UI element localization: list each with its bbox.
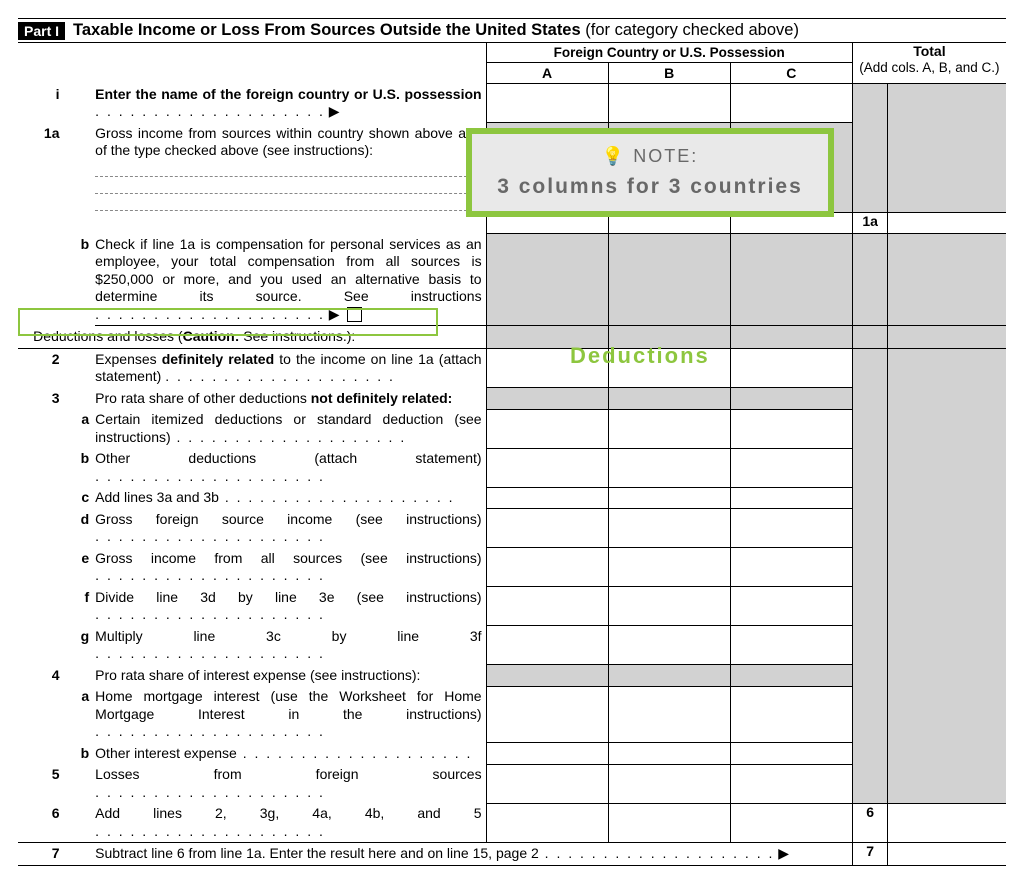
input-3b-C[interactable]	[730, 448, 852, 487]
annotation-note-box: 💡 NOTE: 3 columns for 3 countries	[466, 128, 834, 217]
col-c-header: C	[730, 63, 852, 84]
input-6-total[interactable]	[888, 803, 1006, 843]
input-6-B[interactable]	[608, 803, 730, 843]
header-foreign-country: Foreign Country or U.S. Possession	[486, 43, 852, 63]
input-3a-C[interactable]	[730, 409, 852, 448]
input-i-B[interactable]	[608, 84, 730, 123]
row-3e-desc: Gross income from all sources (see instr…	[95, 548, 486, 587]
row-3f-desc: Divide line 3d by line 3e (see instructi…	[95, 587, 486, 626]
input-3d-A[interactable]	[486, 509, 608, 548]
input-7-total[interactable]	[888, 843, 1006, 866]
row-b-desc: Check if line 1a is compensation for per…	[95, 234, 486, 326]
row-4a-label: a	[65, 686, 95, 743]
col-b-header: B	[608, 63, 730, 84]
part-title: Taxable Income or Loss From Sources Outs…	[73, 21, 799, 40]
input-3c-C[interactable]	[730, 487, 852, 509]
input-4a-C[interactable]	[730, 686, 852, 743]
input-3a-B[interactable]	[608, 409, 730, 448]
part-header: Part I Taxable Income or Loss From Sourc…	[18, 18, 1006, 43]
form-wrapper: Part I Taxable Income or Loss From Sourc…	[18, 18, 1006, 866]
row-3-desc: Pro rata share of other deductions not d…	[95, 388, 486, 410]
section-deductions-header: Deductions and losses (Caution: See inst…	[95, 326, 486, 349]
row-3b-label: b	[65, 448, 95, 487]
row-4-desc: Pro rata share of interest expense (see …	[95, 665, 486, 687]
input-6-C[interactable]	[730, 803, 852, 843]
row-1a-label: 1a	[18, 123, 65, 213]
row-i-desc: Enter the name of the foreign country or…	[95, 84, 486, 123]
input-6-A[interactable]	[486, 803, 608, 843]
input-1a-total[interactable]	[888, 213, 1006, 234]
part-badge: Part I	[18, 22, 65, 40]
row-b-label: b	[65, 234, 95, 326]
input-4a-B[interactable]	[608, 686, 730, 743]
input-4a-A[interactable]	[486, 686, 608, 743]
row-4a-desc: Home mortgage interest (use the Workshee…	[95, 686, 486, 743]
row-3g-desc: Multiply line 3c by line 3f	[95, 626, 486, 665]
row-3-label: 3	[18, 388, 65, 410]
checkbox-1b[interactable]	[347, 307, 362, 322]
row-i-label: i	[18, 84, 65, 123]
input-3e-B[interactable]	[608, 548, 730, 587]
row-3c-label: c	[65, 487, 95, 509]
input-3g-B[interactable]	[608, 626, 730, 665]
row-3d-desc: Gross foreign source income (see instruc…	[95, 509, 486, 548]
side-tag-6: 6	[852, 803, 888, 843]
row-4-label: 4	[18, 665, 65, 687]
input-i-A[interactable]	[486, 84, 608, 123]
input-3d-B[interactable]	[608, 509, 730, 548]
row-7-desc: Subtract line 6 from line 1a. Enter the …	[95, 843, 852, 866]
row-6-label: 6	[18, 803, 65, 843]
row-2-desc: Expenses definitely related to the incom…	[95, 348, 486, 388]
input-2-C[interactable]	[730, 348, 852, 388]
row-3a-label: a	[65, 409, 95, 448]
input-3b-A[interactable]	[486, 448, 608, 487]
row-3g-label: g	[65, 626, 95, 665]
row-2-label: 2	[18, 348, 65, 388]
row-3b-desc: Other deductions (attach statement)	[95, 448, 486, 487]
input-3c-B[interactable]	[608, 487, 730, 509]
input-5-A[interactable]	[486, 764, 608, 803]
input-3g-C[interactable]	[730, 626, 852, 665]
input-3a-A[interactable]	[486, 409, 608, 448]
row-3f-label: f	[65, 587, 95, 626]
input-3b-B[interactable]	[608, 448, 730, 487]
input-4b-B[interactable]	[608, 743, 730, 765]
input-i-C[interactable]	[730, 84, 852, 123]
row-7-label: 7	[18, 843, 65, 866]
row-3d-label: d	[65, 509, 95, 548]
input-3d-C[interactable]	[730, 509, 852, 548]
input-4b-C[interactable]	[730, 743, 852, 765]
input-3e-C[interactable]	[730, 548, 852, 587]
input-3f-B[interactable]	[608, 587, 730, 626]
row-3c-desc: Add lines 3a and 3b	[95, 487, 486, 509]
input-5-B[interactable]	[608, 764, 730, 803]
header-total: Total (Add cols. A, B, and C.)	[852, 43, 1006, 84]
side-tag-1a: 1a	[852, 213, 888, 234]
row-4b-label: b	[65, 743, 95, 765]
input-3f-A[interactable]	[486, 587, 608, 626]
input-3e-A[interactable]	[486, 548, 608, 587]
lightbulb-icon: 💡	[602, 146, 626, 166]
input-5-C[interactable]	[730, 764, 852, 803]
row-3a-desc: Certain itemized deductions or standard …	[95, 409, 486, 448]
side-tag-7: 7	[852, 843, 888, 866]
annotation-deductions-label: Deductions	[570, 343, 710, 369]
col-a-header: A	[486, 63, 608, 84]
row-4b-desc: Other interest expense	[95, 743, 486, 765]
row-6-desc: Add lines 2, 3g, 4a, 4b, and 5	[95, 803, 486, 843]
input-3g-A[interactable]	[486, 626, 608, 665]
row-5-label: 5	[18, 764, 65, 803]
input-3f-C[interactable]	[730, 587, 852, 626]
row-5-desc: Losses from foreign sources	[95, 764, 486, 803]
row-3e-label: e	[65, 548, 95, 587]
input-4b-A[interactable]	[486, 743, 608, 765]
row-1a-desc: Gross income from sources within country…	[95, 123, 486, 213]
input-3c-A[interactable]	[486, 487, 608, 509]
